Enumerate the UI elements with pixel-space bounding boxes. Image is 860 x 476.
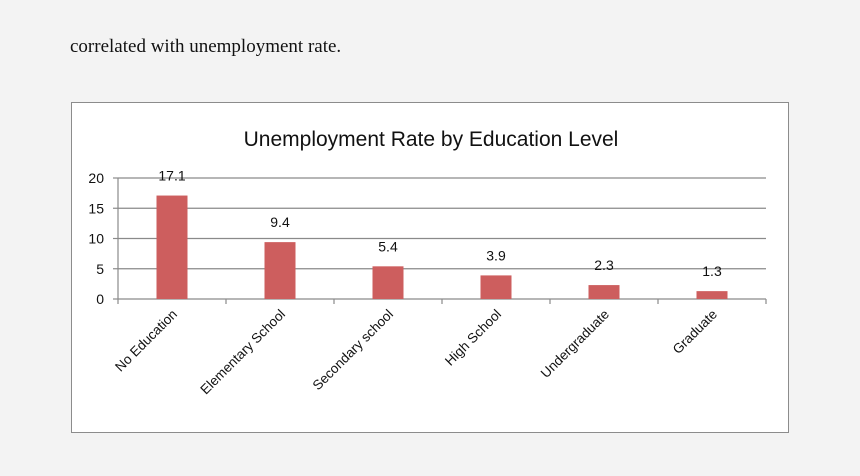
data-label: 5.4: [378, 238, 398, 254]
data-label: 9.4: [270, 214, 290, 230]
category-label: No Education: [112, 307, 180, 375]
chart-frame: Unemployment Rate by Education Level 0 5 1…: [71, 102, 789, 433]
axes: [113, 177, 767, 304]
bar: [156, 195, 188, 299]
bar: [372, 266, 404, 299]
category-label: Undergraduate: [538, 307, 612, 381]
data-labels: 17.1 9.4 5.4 3.9 2.3 1.3: [158, 168, 722, 280]
category-labels: No Education Elementary School Secondary s…: [112, 307, 720, 398]
data-label: 3.9: [486, 247, 506, 263]
category-label: Elementary School: [197, 307, 288, 398]
y-tick-labels: 0 5 10 15 20: [88, 170, 104, 307]
bar: [480, 275, 512, 299]
y-tick-label: 10: [88, 231, 104, 247]
bar-chart: Unemployment Rate by Education Level 0 5 1…: [88, 128, 767, 398]
category-label: High School: [442, 307, 504, 369]
category-label: Graduate: [670, 307, 720, 357]
y-tick-label: 15: [88, 200, 104, 216]
category-label: Secondary school: [310, 307, 396, 393]
data-label: 1.3: [702, 263, 722, 279]
data-label: 17.1: [158, 168, 185, 184]
y-tick-label: 0: [96, 291, 104, 307]
data-label: 2.3: [594, 257, 614, 273]
bar: [264, 242, 296, 299]
grid-lines: [118, 177, 766, 270]
y-tick-label: 5: [96, 261, 104, 277]
intro-text: correlated with unemployment rate.: [70, 36, 342, 57]
chart-title: Unemployment Rate by Education Level: [244, 128, 619, 151]
y-tick-label: 20: [88, 170, 104, 186]
bars: [156, 195, 728, 299]
bar: [588, 285, 620, 299]
bar: [696, 291, 728, 299]
